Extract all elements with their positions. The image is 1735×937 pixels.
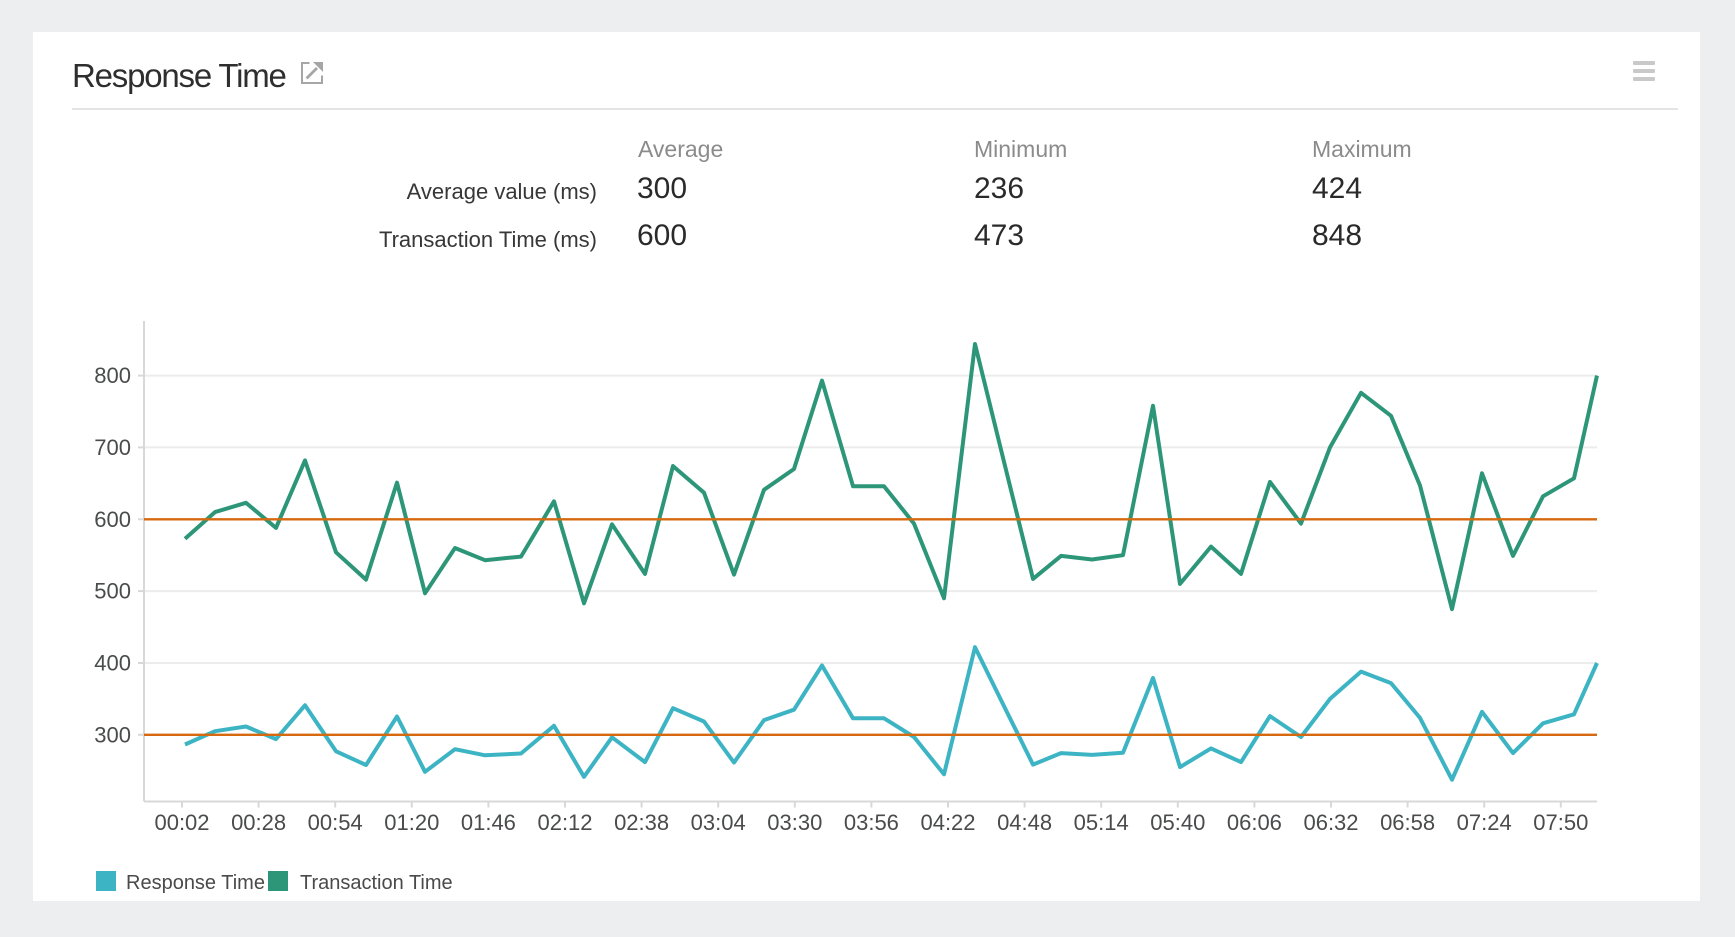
svg-text:700: 700	[94, 435, 131, 460]
svg-text:02:12: 02:12	[537, 810, 592, 835]
svg-text:06:06: 06:06	[1227, 810, 1282, 835]
svg-text:03:04: 03:04	[691, 810, 746, 835]
svg-text:01:46: 01:46	[461, 810, 516, 835]
svg-text:03:30: 03:30	[767, 810, 822, 835]
svg-text:04:48: 04:48	[997, 810, 1052, 835]
svg-text:05:14: 05:14	[1074, 810, 1129, 835]
svg-text:800: 800	[94, 363, 131, 388]
svg-text:300: 300	[94, 722, 131, 747]
svg-text:600: 600	[94, 507, 131, 532]
svg-text:06:32: 06:32	[1303, 810, 1358, 835]
svg-text:00:54: 00:54	[308, 810, 363, 835]
svg-text:06:58: 06:58	[1380, 810, 1435, 835]
svg-text:400: 400	[94, 651, 131, 676]
svg-text:00:02: 00:02	[154, 810, 209, 835]
svg-text:04:22: 04:22	[920, 810, 975, 835]
svg-text:00:28: 00:28	[231, 810, 286, 835]
svg-text:03:56: 03:56	[844, 810, 899, 835]
svg-text:07:24: 07:24	[1457, 810, 1512, 835]
svg-text:500: 500	[94, 579, 131, 604]
svg-text:02:38: 02:38	[614, 810, 669, 835]
svg-text:05:40: 05:40	[1150, 810, 1205, 835]
svg-text:07:50: 07:50	[1533, 810, 1588, 835]
svg-text:01:20: 01:20	[384, 810, 439, 835]
